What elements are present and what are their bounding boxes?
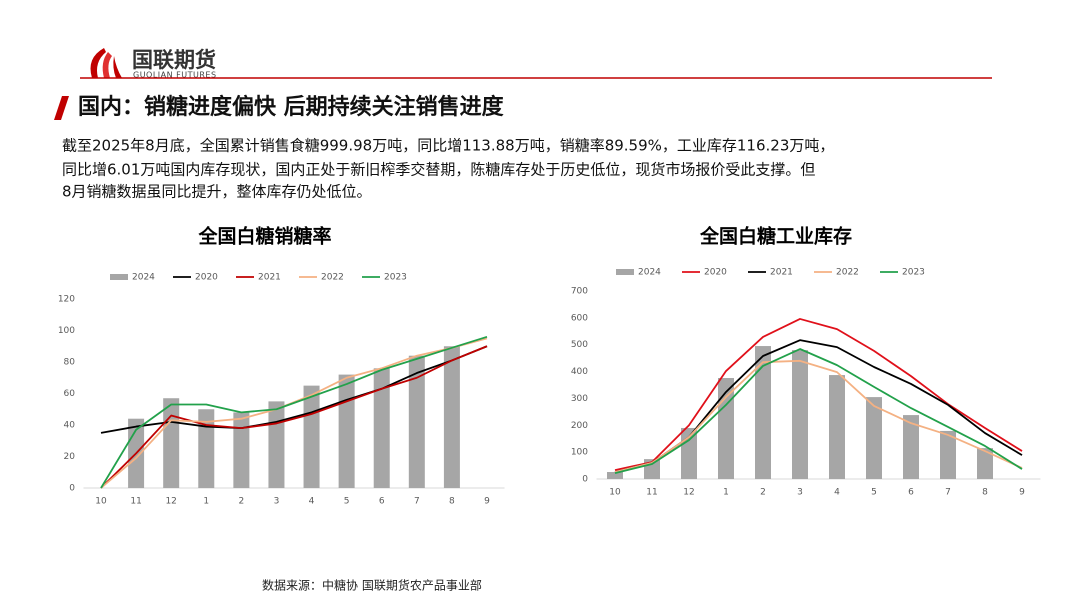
x-tick-label: 10 xyxy=(609,488,621,498)
x-tick-label: 9 xyxy=(484,497,490,507)
bar xyxy=(408,355,425,488)
x-tick-label: 8 xyxy=(982,488,988,498)
bar xyxy=(233,412,250,488)
legend-label: 2020 xyxy=(195,273,218,283)
brand-en: GUOLIAN FUTURES xyxy=(133,71,217,80)
paragraph-line: 截至2025年8月底，全国累计销售食糖999.98万吨，同比增113.88万吨，… xyxy=(62,137,834,155)
legend-swatch xyxy=(616,269,634,275)
x-tick-label: 1 xyxy=(723,488,729,498)
y-tick-label: 100 xyxy=(571,448,588,458)
legend-label: 2021 xyxy=(770,268,793,278)
line xyxy=(614,359,1023,473)
bar xyxy=(792,350,808,479)
x-tick-label: 11 xyxy=(130,497,141,507)
legend-label: 2020 xyxy=(704,268,727,278)
legend-swatch xyxy=(110,274,128,280)
y-tick-label: 0 xyxy=(69,484,75,494)
y-tick-label: 60 xyxy=(64,389,76,399)
x-tick-label: 5 xyxy=(871,488,877,498)
paragraph-line: 8月销糖数据虽同比提升，整体库存仍处低位。 xyxy=(62,183,372,201)
legend-label: 2021 xyxy=(258,273,281,283)
line xyxy=(100,345,488,434)
bar xyxy=(977,448,993,479)
x-tick-label: 4 xyxy=(309,497,315,507)
legend-label: 2023 xyxy=(384,273,407,283)
x-tick-label: 12 xyxy=(165,497,176,507)
slide-title: 国内：销糖进度偏快 后期持续关注销售进度 xyxy=(78,94,505,120)
x-tick-label: 11 xyxy=(646,488,657,498)
y-tick-label: 200 xyxy=(571,421,588,431)
legend-label: 2023 xyxy=(902,268,925,278)
y-tick-label: 700 xyxy=(571,287,588,297)
x-tick-label: 6 xyxy=(379,497,385,507)
line xyxy=(100,345,488,489)
bar xyxy=(903,415,919,479)
line xyxy=(100,335,488,489)
legend-label: 2022 xyxy=(836,268,859,278)
logo-mark xyxy=(113,56,122,78)
bar xyxy=(607,472,623,479)
y-tick-label: 400 xyxy=(571,367,588,377)
y-tick-label: 120 xyxy=(58,295,75,305)
x-tick-label: 2 xyxy=(760,488,766,498)
bar xyxy=(755,346,771,479)
y-tick-label: 500 xyxy=(571,340,588,350)
logo-mark xyxy=(102,52,112,78)
x-tick-label: 5 xyxy=(344,497,350,507)
x-tick-label: 1 xyxy=(203,497,209,507)
chart-title: 全国白糖工业库存 xyxy=(699,225,852,248)
bar xyxy=(373,368,390,488)
chart-title: 全国白糖销糖率 xyxy=(197,225,331,248)
legend-label: 2024 xyxy=(132,273,155,283)
bar xyxy=(338,374,355,488)
title-accent xyxy=(54,96,69,120)
bar xyxy=(268,401,285,488)
x-tick-label: 7 xyxy=(945,488,951,498)
logo-mark xyxy=(90,48,106,78)
x-tick-label: 10 xyxy=(95,497,107,507)
x-tick-label: 7 xyxy=(414,497,420,507)
y-tick-label: 80 xyxy=(64,358,76,368)
y-tick-label: 100 xyxy=(58,326,75,336)
bar xyxy=(829,375,845,479)
logo: 国联期货 GUOLIAN FUTURES xyxy=(90,48,217,80)
bar xyxy=(303,385,320,488)
line xyxy=(614,318,1023,472)
line xyxy=(614,339,1023,473)
legend-label: 2022 xyxy=(321,273,344,283)
bar xyxy=(866,397,882,479)
bar xyxy=(718,378,734,479)
x-tick-label: 6 xyxy=(908,488,914,498)
x-tick-label: 12 xyxy=(683,488,694,498)
y-tick-label: 0 xyxy=(582,475,588,485)
y-tick-label: 40 xyxy=(64,421,76,431)
source-note: 数据来源：中糖协 国联期货农产品事业部 xyxy=(262,578,482,593)
bar xyxy=(940,430,956,479)
brand: 国联期货 xyxy=(132,48,216,72)
line xyxy=(614,348,1023,474)
x-tick-label: 3 xyxy=(797,488,803,498)
x-tick-label: 8 xyxy=(449,497,455,507)
bar xyxy=(163,398,180,488)
x-tick-label: 9 xyxy=(1019,488,1025,498)
x-tick-label: 2 xyxy=(238,497,244,507)
y-tick-label: 300 xyxy=(571,394,588,404)
bar xyxy=(443,346,460,488)
x-tick-label: 3 xyxy=(274,497,280,507)
legend-label: 2024 xyxy=(638,268,661,278)
bar xyxy=(198,409,215,488)
x-tick-label: 4 xyxy=(834,488,840,498)
y-tick-label: 20 xyxy=(64,452,76,462)
y-tick-label: 600 xyxy=(571,313,588,323)
paragraph-line: 同比增6.01万吨国内库存现状，国内正处于新旧榨季交替期，陈糖库存处于历史低位，… xyxy=(62,161,815,179)
